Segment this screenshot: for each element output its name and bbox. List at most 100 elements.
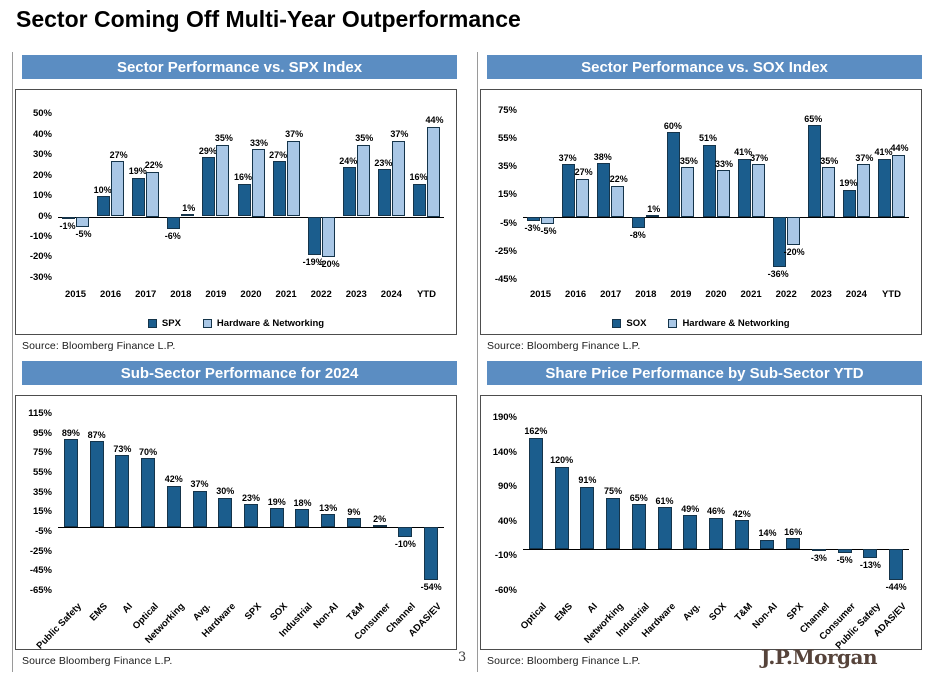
category-label: 2019 [670,289,692,300]
bar-value-label: 27% [269,149,288,160]
chart-spx-vs-sector: 50% 40% 30% 20% 10% 0% -10% -20% -30% -1% 10% 19% -6… [15,89,457,335]
y-axis-tick: 10% [32,190,52,202]
bar-value-label: 44% [890,143,909,154]
light-series-swatch [202,319,212,328]
spx-bar [202,157,216,217]
bar-value-label: 33% [714,158,734,169]
bar-value-label: 41% [874,147,893,158]
spx-bar [167,216,181,229]
chart-legend: SPX Hardware & Networking [16,318,456,329]
hardware-networking-bar [891,154,905,217]
category-label: SPX [784,601,807,623]
bar-value-label: -5% [836,554,853,565]
hardware-networking-bar [856,164,870,217]
sox-bar [772,216,786,268]
bar-value-label: 35% [820,155,839,166]
bar-value-label: -19% [302,257,324,268]
value-bar [683,515,698,550]
category-label: 2021 [740,289,762,300]
y-axis-tick: 75% [32,447,52,459]
bar-value-label: 65% [804,113,823,124]
bar-value-label: 37% [390,129,409,140]
legend-item: SOX [612,318,646,329]
y-axis-tick: 55% [32,466,52,478]
hardware-networking-bar [216,144,230,217]
bar-value-label: 91% [578,475,597,486]
source-note-spx: Source: Bloomberg Finance L.P. [22,340,176,352]
bar-value-label: 19% [839,178,858,189]
category-label: Non-AI [750,601,781,632]
y-axis-tick: 30% [32,149,52,161]
bar-value-label: 37% [750,152,769,163]
bar-value-label: 37% [558,152,577,163]
right-column: Sector Performance vs. SOX Index 75% 55% 3… [477,52,931,672]
hardware-networking-bar [321,216,335,258]
bar-value-label: 75% [604,486,623,497]
panel-header-spx: Sector Performance vs. SPX Index [22,55,457,79]
category-label: Avg. [681,601,704,624]
y-axis-tick: 90% [497,481,517,493]
chart-subsector-2024: 115% 95% 75% 55% 35% 15% -5% -25% -45% -65% 89% 87%… [15,395,457,652]
hardware-networking-bar [786,216,800,245]
sox-bar [632,216,646,228]
bar-value-label: 42% [164,474,183,485]
legend-label: SPX [161,318,181,329]
sox-bar [597,163,611,217]
hardware-networking-bar [111,161,125,217]
bar-value-label: 24% [339,155,358,166]
value-bar [295,509,310,528]
bar-value-label: 120% [550,455,574,466]
spx-bar [132,177,146,217]
chart-subsector-ytd: 190% 140% 90% 40% -10% -60% 162% 120% 91% 75% 65% 6… [480,395,922,652]
value-bar [141,458,156,528]
bar-value-label: -10% [394,538,416,549]
category-label: SPX [242,601,264,623]
sox-bar [737,158,751,217]
y-axis-tick: 0% [38,210,52,222]
bar-value-label: 2% [373,513,387,524]
y-axis-tick: 40% [32,128,52,140]
y-axis-tick: 20% [32,169,52,181]
bar-value-label: 16% [784,526,803,537]
category-label: 2018 [635,289,657,300]
legend-item: SPX [147,318,181,329]
bar-value-label: 89% [61,427,80,438]
sox-bar [702,144,716,217]
y-axis-tick: -45% [494,273,517,285]
value-bar [580,486,595,550]
spx-bar [62,216,76,219]
value-bar [709,517,723,550]
legend-label: Hardware & Networking [682,318,790,329]
panel-header-subsector-2024: Sub-Sector Performance for 2024 [22,361,457,385]
spx-bar [412,183,426,217]
spx-bar [307,216,321,256]
bar-value-label: 41% [734,147,753,158]
bar-value-label: 13% [319,502,338,513]
value-bar [166,485,181,528]
y-axis-tick: 50% [32,108,52,120]
y-axis-tick: -20% [29,251,52,263]
value-bar [218,497,233,528]
y-axis-tick: 35% [32,486,52,498]
bar-value-label: -36% [767,269,789,280]
zero-baseline [523,549,909,551]
y-axis-tick: 15% [32,506,52,518]
category-label: SOX [267,601,290,624]
bar-value-label: 44% [425,115,444,125]
category-label: YTD [416,289,436,300]
bar-value-label: 10% [93,184,112,195]
bar-value-label: 22% [609,174,628,185]
hardware-networking-bar [391,140,405,217]
value-bar [528,437,543,550]
bar-value-label: 19% [128,166,147,177]
bar-value-label: 27% [574,167,593,178]
y-axis-tick: -5% [35,526,52,537]
sox-bar [667,132,681,217]
bar-value-label: 35% [214,133,233,144]
bar-value-label: 51% [698,133,718,144]
bar-value-label: 19% [267,496,286,507]
bar-value-label: 18% [293,497,312,508]
y-axis-tick: 55% [497,133,517,145]
dark-series-swatch [147,319,157,328]
category-label: 2018 [170,289,192,300]
